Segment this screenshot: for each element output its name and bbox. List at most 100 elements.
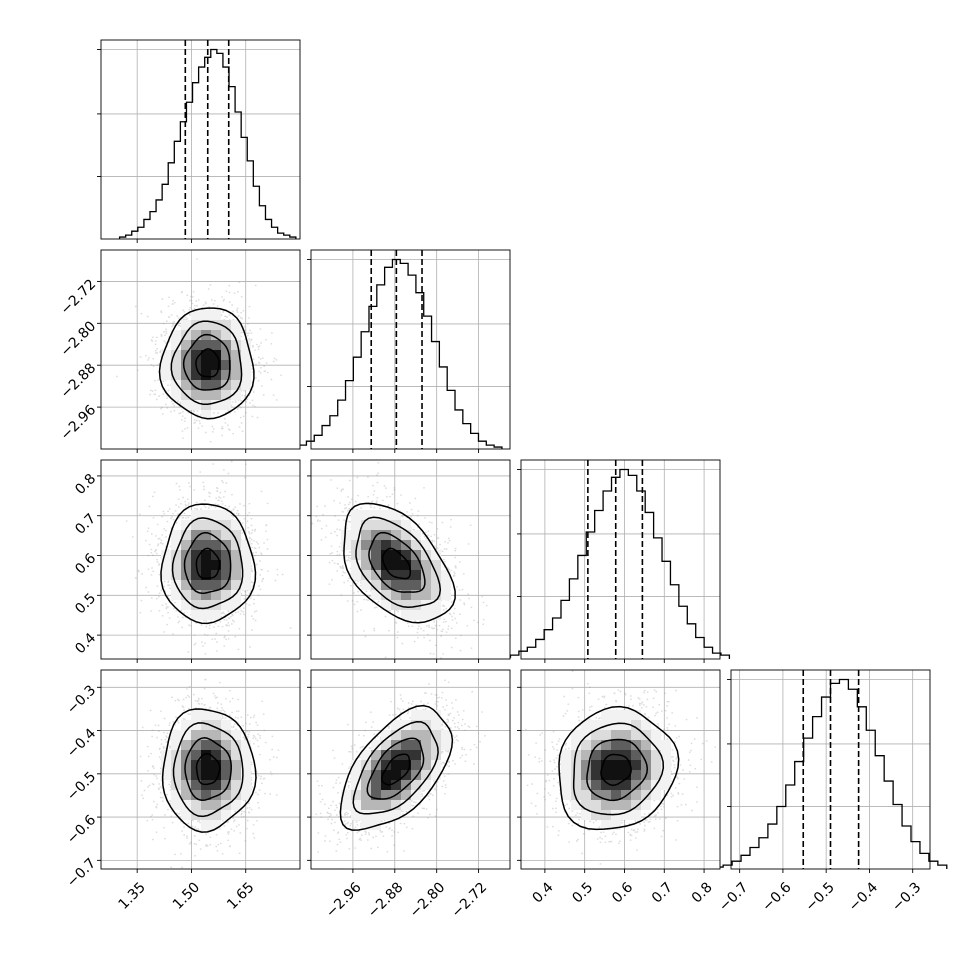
density-cell xyxy=(201,310,211,320)
density-cell xyxy=(171,330,181,340)
density-cell xyxy=(181,760,191,770)
density-cell xyxy=(411,590,421,600)
x-tick-label: 0.5 xyxy=(569,879,596,906)
density-cell xyxy=(231,340,241,350)
contour-line xyxy=(160,503,257,625)
density-cell xyxy=(221,510,231,520)
density-cell xyxy=(231,390,241,400)
panel-frame xyxy=(730,669,931,870)
density-cell xyxy=(211,740,221,750)
density-cell xyxy=(621,740,631,750)
density-cell xyxy=(661,770,671,780)
density-cell xyxy=(601,800,611,810)
density-cell xyxy=(181,590,191,600)
density-cell xyxy=(401,590,411,600)
density-cell xyxy=(391,580,401,590)
density-cell xyxy=(391,750,401,760)
density-cell xyxy=(171,800,181,810)
density-cell xyxy=(391,550,401,560)
density-cell xyxy=(411,750,421,760)
density-cell xyxy=(601,760,611,770)
density-cell xyxy=(211,770,221,780)
density-cell xyxy=(231,550,241,560)
density-cell xyxy=(401,530,411,540)
density-cell xyxy=(571,740,581,750)
density-cell xyxy=(231,520,241,530)
density-cell xyxy=(371,510,381,520)
density-cell xyxy=(591,730,601,740)
density-cell xyxy=(221,530,231,540)
density-cell xyxy=(421,540,431,550)
scatter-panel-2-0 xyxy=(97,459,301,663)
density-cell xyxy=(651,760,661,770)
density-cell xyxy=(221,720,231,730)
density-cell xyxy=(231,800,241,810)
density-cell xyxy=(391,810,401,820)
density-cell xyxy=(401,730,411,740)
contour-line xyxy=(183,531,232,594)
density-cell xyxy=(591,770,601,780)
density-cell xyxy=(391,720,401,730)
density-cell xyxy=(441,570,451,580)
x-tick-label: 1.50 xyxy=(170,879,203,912)
scatter-panel-3-1 xyxy=(307,669,511,873)
density-cell xyxy=(241,580,251,590)
density-cell xyxy=(641,730,651,740)
density-cell xyxy=(201,350,211,360)
density-cell xyxy=(231,580,241,590)
density-cell xyxy=(381,800,391,810)
density-cell xyxy=(201,610,211,620)
density-cell xyxy=(181,520,191,530)
density-cell xyxy=(231,590,241,600)
density-cell xyxy=(641,740,651,750)
density-cell xyxy=(211,750,221,760)
density-cell xyxy=(401,570,411,580)
density-cell xyxy=(591,750,601,760)
density-cell xyxy=(221,320,231,330)
density-cell xyxy=(611,800,621,810)
density-cell xyxy=(581,810,591,820)
density-cell xyxy=(651,730,661,740)
density-cell xyxy=(191,380,201,390)
density-cell xyxy=(581,790,591,800)
histogram-panel-2 xyxy=(501,459,731,663)
density-cell xyxy=(601,790,611,800)
density-cell xyxy=(561,790,571,800)
density-cell xyxy=(351,800,361,810)
density-cell xyxy=(201,740,211,750)
contour-line xyxy=(572,722,665,816)
density-cell xyxy=(411,760,421,770)
density-cell xyxy=(591,780,601,790)
density-cell xyxy=(631,780,641,790)
x-tick-label: −2.88 xyxy=(365,879,407,921)
density-cell xyxy=(231,740,241,750)
density-cell xyxy=(201,520,211,530)
density-cell xyxy=(211,580,221,590)
density-cell xyxy=(231,760,241,770)
density-cell xyxy=(351,510,361,520)
density-cell xyxy=(181,330,191,340)
density-cell xyxy=(631,790,641,800)
density-cell xyxy=(421,610,431,620)
density-cell xyxy=(241,550,251,560)
density-cell xyxy=(171,530,181,540)
density-cell xyxy=(201,730,211,740)
density-cell xyxy=(601,750,611,760)
density-cell xyxy=(641,800,651,810)
density-cell xyxy=(211,530,221,540)
density-cell xyxy=(201,410,211,420)
density-cell xyxy=(201,360,211,370)
panel-frame xyxy=(100,669,301,870)
density-cell xyxy=(241,350,251,360)
density-cell xyxy=(381,590,391,600)
density-cell xyxy=(211,400,221,410)
density-cell xyxy=(201,800,211,810)
density-cell xyxy=(411,580,421,590)
density-cell xyxy=(431,600,441,610)
density-cell xyxy=(201,580,211,590)
density-cell xyxy=(611,820,621,830)
density-cell xyxy=(181,810,191,820)
density-cell xyxy=(221,370,231,380)
density-cell xyxy=(581,800,591,810)
density-cell xyxy=(171,370,181,380)
